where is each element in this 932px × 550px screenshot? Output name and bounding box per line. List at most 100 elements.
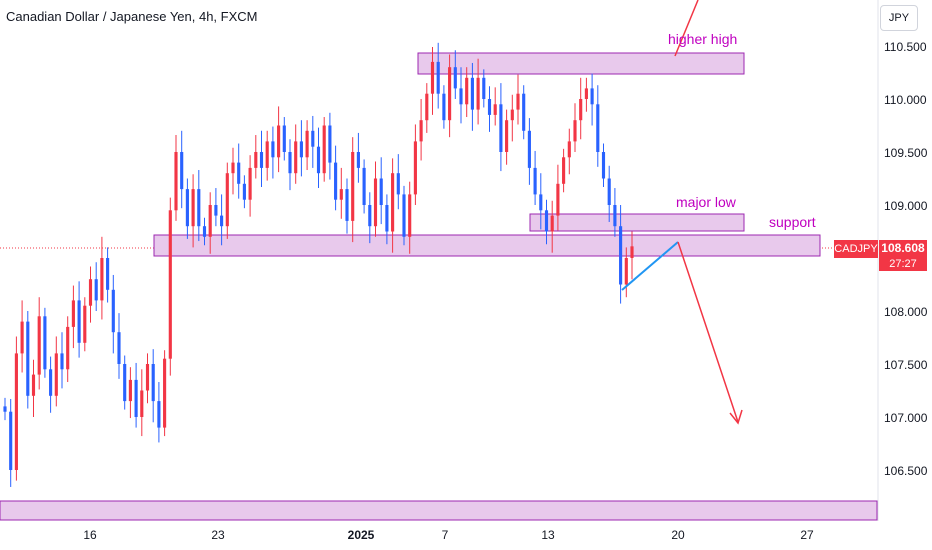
candle-body[interactable] [339, 189, 343, 200]
candle-body[interactable] [499, 104, 503, 152]
candle-body[interactable] [145, 364, 150, 391]
candle-body[interactable] [191, 189, 195, 227]
candle-body[interactable] [197, 189, 201, 227]
candle-body[interactable] [522, 93, 526, 131]
candle-body[interactable] [505, 120, 509, 152]
candle-body[interactable] [43, 316, 47, 370]
candle-body[interactable] [37, 316, 41, 375]
candle-body[interactable] [476, 77, 480, 110]
higher-high-zone[interactable] [417, 52, 745, 75]
currency-selector[interactable]: JPY [880, 5, 918, 31]
candle-body[interactable] [556, 183, 560, 216]
candle-body[interactable] [305, 130, 309, 158]
candle-body[interactable] [88, 279, 93, 306]
candle-body[interactable] [345, 189, 349, 221]
candle-body[interactable] [362, 167, 366, 205]
candle-body[interactable] [430, 61, 435, 94]
candle-body[interactable] [174, 152, 178, 211]
candle-body[interactable] [584, 88, 588, 99]
candle-body[interactable] [579, 99, 583, 121]
candle-body[interactable] [31, 374, 36, 396]
candle-body[interactable] [453, 67, 457, 89]
candle-body[interactable] [134, 379, 138, 417]
candle-body[interactable] [265, 141, 269, 168]
candle-body[interactable] [14, 353, 18, 470]
candle-body[interactable] [163, 358, 167, 428]
candle-body[interactable] [413, 141, 417, 195]
candle-body[interactable] [237, 162, 241, 184]
candle-body[interactable] [459, 88, 463, 105]
bottom-zone[interactable] [0, 500, 878, 521]
candle-body[interactable] [487, 99, 492, 115]
candle-body[interactable] [208, 205, 212, 237]
candle-body[interactable] [385, 205, 389, 232]
candle-body[interactable] [66, 326, 70, 370]
candle-body[interactable] [106, 258, 110, 290]
candle-body[interactable] [539, 194, 543, 211]
candle-body[interactable] [111, 289, 115, 333]
candle-body[interactable] [442, 93, 446, 121]
candle-body[interactable] [242, 183, 246, 200]
candle-body[interactable] [220, 215, 224, 227]
candle-body[interactable] [151, 364, 155, 402]
candle-body[interactable] [100, 258, 104, 301]
candle-body[interactable] [271, 141, 275, 158]
candle-body[interactable] [465, 77, 469, 105]
candle-body[interactable] [402, 194, 406, 237]
candle-body[interactable] [448, 67, 452, 121]
candle-body[interactable] [9, 411, 13, 470]
candle-body[interactable] [619, 226, 623, 285]
candle-body[interactable] [259, 152, 264, 168]
candle-body[interactable] [334, 162, 338, 200]
candle-body[interactable] [379, 178, 383, 206]
candle-body[interactable] [328, 125, 332, 163]
candle-body[interactable] [294, 141, 298, 174]
candle-body[interactable] [71, 300, 75, 327]
candle-body[interactable] [630, 246, 634, 258]
candle-body[interactable] [94, 279, 98, 301]
candle-body[interactable] [77, 300, 81, 343]
candle-body[interactable] [356, 152, 360, 168]
candle-body[interactable] [550, 215, 554, 232]
candle-body[interactable] [231, 162, 235, 174]
candle-body[interactable] [311, 130, 315, 147]
candle-body[interactable] [624, 258, 628, 285]
candle-body[interactable] [470, 77, 474, 110]
candle-body[interactable] [351, 152, 355, 221]
candle-body[interactable] [533, 167, 537, 195]
candle-body[interactable] [185, 189, 189, 227]
candle-body[interactable] [396, 173, 400, 195]
projection-trendline[interactable] [621, 241, 679, 291]
candle-body[interactable] [408, 194, 412, 237]
candle-body[interactable] [493, 104, 497, 115]
candle-body[interactable] [225, 173, 229, 227]
candle-body[interactable] [391, 173, 395, 232]
candle-body[interactable] [590, 88, 594, 105]
candle-body[interactable] [117, 332, 121, 364]
candle-body[interactable] [60, 353, 64, 370]
candle-body[interactable] [254, 152, 258, 168]
candle-body[interactable] [510, 109, 514, 121]
candle-body[interactable] [277, 125, 281, 158]
candle-body[interactable] [567, 141, 571, 158]
candle-body[interactable] [83, 305, 87, 343]
candle-body[interactable] [573, 120, 577, 142]
upward-arrow[interactable] [674, 0, 699, 57]
candle-body[interactable] [299, 141, 303, 158]
candle-body[interactable] [316, 146, 321, 174]
candle-body[interactable] [601, 152, 606, 179]
downward-arrow[interactable] [677, 241, 739, 423]
candle-body[interactable] [248, 167, 252, 200]
candle-body[interactable] [368, 205, 372, 227]
candle-body[interactable] [214, 205, 218, 216]
candle-body[interactable] [202, 226, 207, 237]
candle-body[interactable] [373, 178, 378, 227]
candle-body[interactable] [562, 157, 566, 184]
candle-body[interactable] [607, 178, 611, 206]
candle-body[interactable] [419, 120, 423, 142]
candle-body[interactable] [168, 210, 172, 359]
candle-body[interactable] [544, 210, 549, 232]
major-low-zone[interactable] [529, 213, 745, 232]
candle-body[interactable] [157, 401, 161, 428]
candle-body[interactable] [49, 369, 53, 396]
